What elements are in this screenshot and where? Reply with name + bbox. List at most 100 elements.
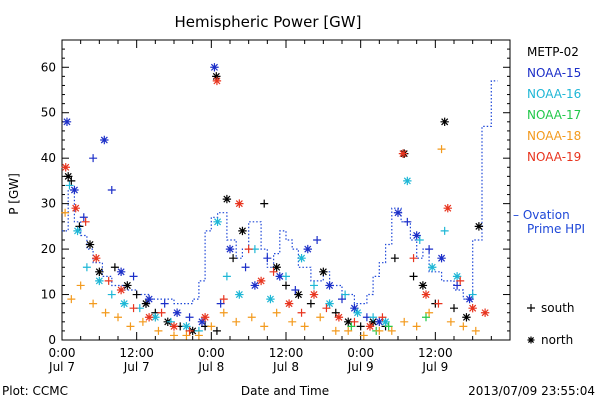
noaa-16-south-point — [341, 290, 350, 299]
noaa-19-north-point — [480, 308, 490, 317]
noaa-15-north-point — [197, 317, 207, 327]
x-tick-time: 12:00 — [119, 346, 154, 360]
noaa-19-south-point — [456, 276, 465, 285]
x-tick-date: Jul 7 — [123, 360, 150, 374]
legend-noaa-16: NOAA-16 — [527, 87, 581, 101]
noaa-16-north-point — [403, 176, 412, 186]
noaa-16-north-point — [266, 294, 275, 304]
noaa-18-south-point — [126, 322, 135, 331]
y-axis-ticks: 0 10 20 30 40 50 60 — [41, 48, 510, 347]
noaa-15-south-point — [160, 299, 169, 308]
metp-02-north-point — [95, 267, 104, 277]
metp-02-south-point — [331, 308, 340, 317]
noaa-19-south-point — [378, 313, 387, 322]
metp-02-south-point — [260, 199, 269, 208]
metp-02-north-point — [462, 313, 471, 322]
noaa-15-north-point — [325, 281, 334, 290]
noaa-17-south-point — [384, 322, 393, 331]
noaa-19-north-point — [116, 285, 126, 295]
noaa-15-north-point — [116, 267, 126, 277]
noaa-18-south-point — [459, 322, 468, 331]
metp-02-north-point — [344, 317, 353, 327]
noaa-19-south-point — [129, 304, 138, 313]
noaa-18-south-point — [207, 322, 216, 331]
metp-02-south-point — [450, 304, 458, 313]
noaa-15-north-point — [172, 308, 182, 317]
noaa-19-north-point — [334, 313, 344, 322]
noaa-15-north-point — [412, 231, 421, 240]
ovation-line — [62, 80, 498, 305]
x-tick-date: Jul 8 — [272, 360, 299, 374]
metp-02-south-point — [67, 176, 76, 185]
noaa-16-north-point — [428, 263, 437, 272]
noaa-19-north-point — [398, 149, 408, 158]
metp-02-south-point — [212, 326, 221, 335]
metp-02-north-point — [418, 281, 428, 290]
noaa-19-north-point — [284, 299, 294, 308]
noaa-19-south-point — [157, 308, 166, 317]
x-tick-time: 0:00 — [49, 346, 76, 360]
noaa-19-north-point — [61, 163, 70, 172]
noaa-19-north-point — [468, 303, 477, 313]
noaa-19-north-point — [169, 322, 179, 331]
metp-02-north-point — [222, 194, 232, 204]
noaa-19-south-point — [244, 245, 253, 254]
noaa-18-south-point — [219, 308, 228, 317]
noaa-18-south-point — [170, 331, 178, 340]
noaa-18-south-point — [76, 281, 85, 290]
y-tick-label: 40 — [41, 151, 56, 165]
noaa-16-south-point — [369, 313, 378, 322]
noaa-18-south-point — [154, 326, 163, 335]
noaa-18-south-point — [331, 326, 340, 335]
noaa-15-south-point — [425, 245, 434, 254]
noaa-19-north-point — [421, 290, 431, 299]
noaa-19-south-point — [104, 276, 113, 285]
noaa-16-north-point — [182, 322, 191, 331]
metp-02-north-point — [368, 317, 378, 327]
noaa-15-south-point — [241, 263, 250, 272]
noaa-18-south-point — [260, 322, 269, 331]
noaa-18-south-point — [114, 313, 122, 322]
noaa-15-north-point — [144, 294, 154, 304]
footer-right: 2013/07/09 23:55:04 — [468, 384, 595, 398]
legend-noaa-17: NOAA-17 — [527, 108, 581, 122]
noaa-15-north-point — [275, 272, 284, 281]
metp-02-south-point — [110, 263, 119, 272]
noaa-16-south-point — [415, 236, 424, 244]
noaa-16-north-point — [213, 217, 222, 227]
metp-02-north-point — [64, 172, 73, 181]
legend-north-marker — [527, 336, 535, 344]
metp-02-south-point — [356, 322, 365, 331]
metp-02-south-point — [390, 254, 399, 263]
y-tick-label: 10 — [41, 288, 56, 302]
noaa-15-north-point — [210, 63, 219, 72]
noaa-19-south-point — [297, 308, 306, 317]
noaa-18-south-point — [375, 326, 384, 335]
noaa-19-south-point — [409, 254, 418, 263]
noaa-18-south-point — [247, 313, 256, 322]
noaa-15-south-point — [107, 186, 116, 194]
chart-title: Hemispheric Power [GW] — [175, 13, 362, 31]
noaa-16-south-point — [440, 226, 449, 235]
noaa-15-south-point — [453, 281, 462, 290]
noaa-18-south-point — [471, 326, 480, 335]
noaa-19-south-point — [322, 304, 331, 313]
noaa-15-south-point — [216, 299, 225, 308]
noaa-15-south-point — [338, 295, 346, 304]
noaa-15-south-point — [291, 286, 300, 294]
noaa-15-north-point — [70, 185, 79, 195]
metp-02-south-point — [282, 281, 290, 290]
ovation-hpi-line — [62, 80, 498, 305]
noaa-18-south-point — [437, 145, 446, 154]
noaa-16-north-point — [235, 290, 244, 299]
noaa-18-south-point — [288, 317, 297, 326]
noaa-19-north-point — [365, 322, 375, 331]
noaa-15-south-point — [79, 213, 88, 222]
legend-marker-south: south — [541, 301, 575, 315]
legend-noaa-18: NOAA-18 — [527, 129, 581, 143]
noaa-15-south-point — [185, 313, 194, 322]
noaa-16-south-point — [166, 317, 175, 326]
y-tick-label: 20 — [41, 242, 56, 256]
noaa-18-south-point — [316, 313, 325, 322]
legend-ovation-line1: – Ovation — [513, 208, 570, 222]
